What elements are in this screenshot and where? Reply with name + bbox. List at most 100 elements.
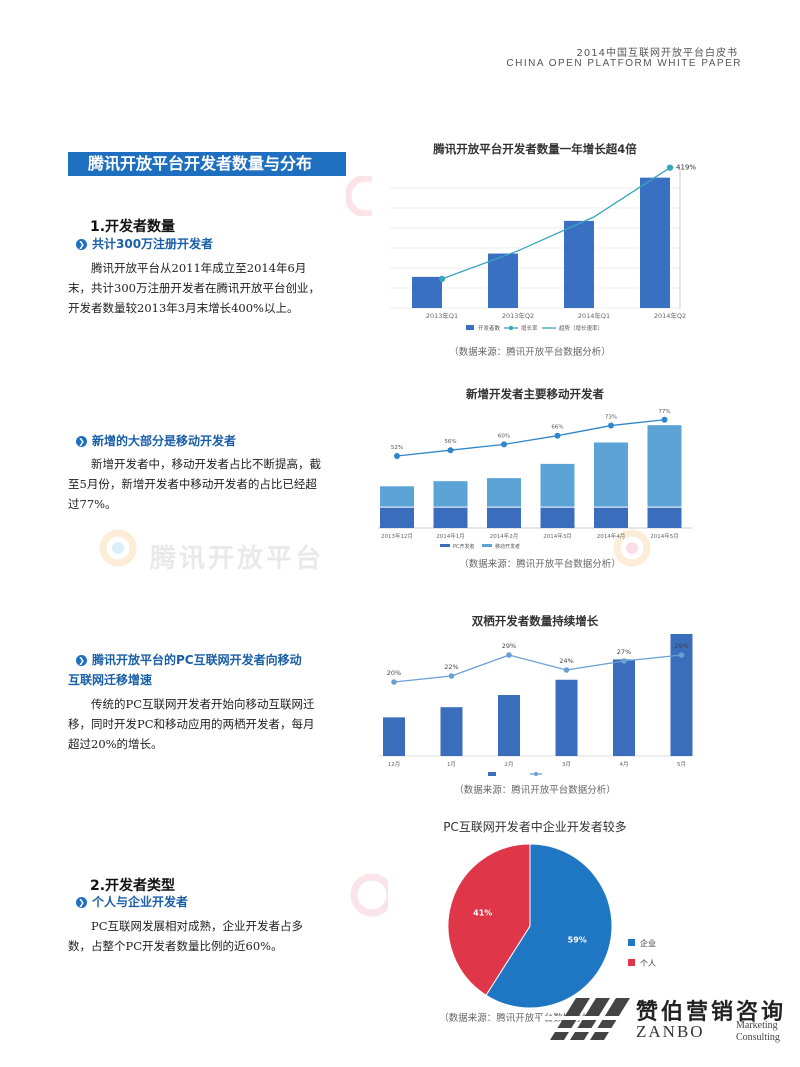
- chart4-slice: [447, 843, 531, 996]
- chart1-trend-point: [438, 275, 446, 283]
- chart1-trend-point: [666, 164, 674, 171]
- chart2-bar-pc: [487, 507, 521, 528]
- chart2-tick-label: 2014年5月: [650, 532, 679, 540]
- chart3-source: （数据来源：腾讯开放平台数据分析）: [454, 785, 616, 796]
- chart2-bar-mobile: [540, 463, 575, 507]
- watermark-text: 腾讯开放平台: [150, 544, 325, 574]
- chevron-right-icon: ❯: [76, 655, 87, 666]
- chart2-bar-pc: [380, 507, 414, 528]
- chart1-trend-line: [441, 167, 671, 280]
- chart1-tick-label: 2013年Q2: [502, 311, 534, 320]
- chart1-legend-swatch: [466, 325, 474, 330]
- chevron-right-icon: ❯: [76, 436, 87, 447]
- chart2-bar-mobile: [433, 481, 468, 507]
- chart2-bar-pc: [433, 507, 468, 528]
- chart1-bar: [564, 220, 594, 308]
- chart2-line-label: 66%: [551, 425, 563, 431]
- section1-sub3: ❯ 腾讯开放平台的PC互联网开发者向移动: [76, 650, 302, 671]
- chart3-legend-swatch: [488, 772, 496, 776]
- chart3-line-point: [391, 679, 397, 685]
- watermark-logo-icon: [98, 528, 138, 568]
- watermark-logo-icon: [348, 870, 394, 920]
- chart3-line-label: 27%: [617, 648, 631, 656]
- chart4-value-label: 59%: [568, 936, 587, 945]
- chart2-legend-label: 移动开发者: [495, 543, 520, 550]
- chart2-legend-label: PC开发者: [453, 543, 475, 550]
- logo-sub-marketing: Marketing: [736, 1020, 778, 1031]
- chart1-bar: [488, 253, 518, 308]
- chart2-bar-mobile: [487, 478, 521, 507]
- chart3-bar: [383, 717, 405, 756]
- chart3-line-label: 29%: [502, 642, 516, 650]
- chart1-legend-label: 趋势（增长速率）: [559, 324, 603, 332]
- chart3-tick-label: 5月: [677, 761, 686, 768]
- chart2-bar-mobile: [594, 442, 628, 507]
- chart3-bar: [440, 707, 463, 756]
- chart1-bar: [412, 276, 442, 308]
- section1-sub2: ❯ 新增的大部分是移动开发者: [76, 431, 236, 452]
- chart1-svg: 2013年Q1 2013年Q2 2014年Q1 2014年Q2 419% 开发者数 增长率 趋…: [390, 164, 696, 332]
- chart1-legend-label: 增长率: [521, 324, 538, 332]
- chart2-line-label: 73%: [605, 415, 617, 421]
- section1-para3: 传统的PC互联网开发者开始向移动互联网迁移，同时开发PC和移动应用的两栖开发者，…: [68, 697, 315, 751]
- chart3-line-point: [678, 652, 685, 658]
- chart3-legend-swatch: [534, 772, 538, 776]
- chart3-line-point: [621, 658, 627, 664]
- chart1-tick-label: 2013年Q1: [426, 311, 458, 320]
- chart1-legend-label: 开发者数: [478, 324, 501, 332]
- chart2-bar-mobile: [380, 486, 414, 507]
- chart3-line: [393, 654, 682, 683]
- section-banner: 腾讯开放平台开发者数量与分布: [68, 152, 346, 176]
- chart2-line-label: 56%: [444, 439, 456, 445]
- chart2-line-point: [554, 432, 561, 439]
- section2-para1: PC互联网发展相对成熟，企业开发者占多数，占整个PC开发者数量比例的近60%。: [68, 919, 304, 953]
- chart2-legend-swatch: [440, 544, 450, 547]
- chart3-bar: [613, 659, 635, 756]
- chart2-line-label: 60%: [498, 433, 510, 439]
- chart2-line-label: 52%: [391, 445, 403, 451]
- section1-para2: 新增开发者中，移动开发者占比不断提高，截至5月份，新增开发者中移动开发者的占比已…: [68, 457, 321, 511]
- chart3-line-point: [506, 652, 512, 658]
- logo-cn: 赞伯营销咨询: [636, 999, 787, 1025]
- chart4-legend-label: 企业: [640, 938, 656, 948]
- chart2-line-label: 77%: [658, 409, 670, 415]
- chart3-line-label: 22%: [444, 663, 458, 671]
- section1-sub3-cont: 互联网迁移增速: [68, 673, 153, 687]
- chart4-legend-swatch: [628, 959, 635, 966]
- chart4-slice: [485, 843, 613, 1009]
- chart2-tick-label: 2013年12月: [381, 532, 413, 540]
- chart1-legend-swatch: [508, 325, 514, 331]
- chart4-legend-swatch: [628, 939, 635, 946]
- chart2-tick-label: 2014年4月: [597, 532, 626, 540]
- chevron-right-icon: ❯: [76, 239, 87, 250]
- chart2-tick-label: 2014年1月: [436, 532, 465, 540]
- chart3-line-label: 24%: [559, 657, 573, 665]
- chart2-line: [396, 419, 665, 457]
- chart2-line-point: [447, 447, 454, 454]
- section1-heading: 1.开发者数量: [90, 219, 176, 235]
- chart3-tick-label: 4月: [620, 761, 629, 768]
- header-title-en: CHINA OPEN PLATFORM WHITE PAPER: [506, 58, 742, 69]
- chevron-right-icon: ❯: [76, 897, 87, 908]
- chart2-svg: 2013年12月 2014年1月 2014年2月 2014年3月 2014年4月 2014…: [378, 409, 692, 550]
- chart3-bar: [498, 695, 520, 756]
- section1-para1: 腾讯开放平台从2011年成立至2014年6月末，共计300万注册开发者在腾讯开放…: [68, 261, 320, 315]
- chart1-bar: [640, 177, 670, 308]
- chart2-bar-pc: [647, 507, 682, 528]
- chart2-tick-label: 2014年3月: [543, 532, 572, 540]
- chart3-line-label: 29%: [674, 642, 688, 650]
- chart1-title: 腾讯开放平台开发者数量一年增长超4倍: [433, 142, 637, 156]
- chart3-line-point: [448, 673, 455, 679]
- logo-en: ZANBO: [636, 1022, 705, 1041]
- chart4-source: （数据来源：腾讯开放平台数据分析）: [439, 1013, 601, 1024]
- chart2-line-point: [608, 422, 614, 429]
- chart3-svg: 12月 1月 2月 3月 4月 5月 20% 22% 29% 24% 27% 29%: [378, 634, 693, 776]
- chart3-bar: [555, 679, 578, 756]
- chart4-legend-label: 个人: [640, 959, 656, 968]
- chart2-bar-pc: [594, 507, 628, 528]
- chart2-title: 新增开发者主要移动开发者: [466, 387, 604, 401]
- chart4-title: PC互联网开发者中企业开发者较多: [443, 820, 627, 834]
- chart1-source: （数据来源：腾讯开放平台数据分析）: [449, 347, 611, 358]
- chart2-line-point: [661, 416, 668, 423]
